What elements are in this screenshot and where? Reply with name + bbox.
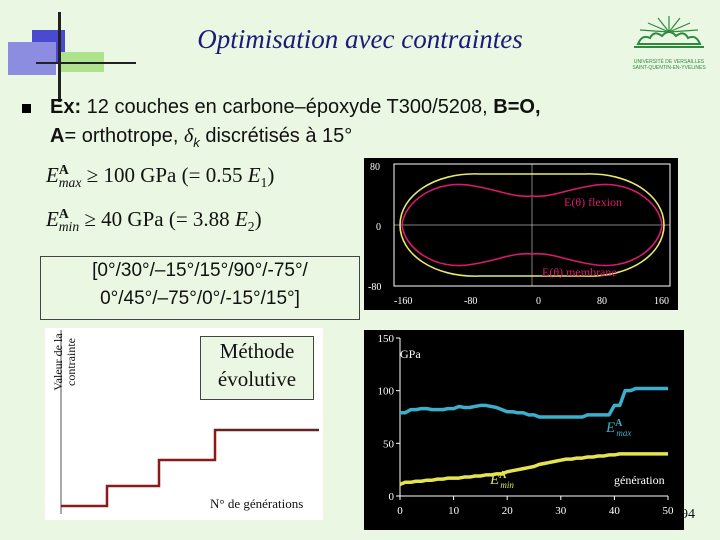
constraint-emax: EAmax ≥ 100 GPa (= 0.55 E1) bbox=[46, 162, 274, 191]
chart-xtick-label: 10 bbox=[448, 505, 460, 517]
polar-xtick-0: 0 bbox=[536, 296, 541, 307]
polar-xtick-160: 160 bbox=[654, 296, 669, 307]
logo-emblem-icon bbox=[634, 16, 704, 48]
panel-ylabel: Valeur de la contrainte bbox=[51, 302, 78, 422]
logo-line2: SAINT-QUENTIN-EN-YVELINES bbox=[632, 65, 706, 71]
a-text: = orthotrope, bbox=[64, 125, 184, 147]
deco-square-violet bbox=[8, 42, 56, 75]
chart-ylabel: GPa bbox=[400, 347, 421, 361]
emin-series-label: EA min bbox=[489, 470, 514, 490]
delta-sub: k bbox=[193, 135, 200, 150]
bullet-marker bbox=[22, 104, 31, 113]
deco-line-horizontal bbox=[36, 62, 136, 64]
emax-e1: E bbox=[247, 163, 261, 187]
chart-xtick-label: 40 bbox=[609, 505, 621, 517]
ex-bo: B=O, bbox=[493, 96, 541, 118]
emax-symbol: E bbox=[46, 163, 59, 187]
chart-xtick-label: 20 bbox=[502, 505, 514, 517]
panel-ylabel-line2: contrainte bbox=[64, 338, 78, 386]
convergence-chart: 0 50 100 150 0 10 20 30 40 50 GPa génération EA ma… bbox=[364, 330, 684, 530]
polar-ytick-m80: -80 bbox=[368, 282, 381, 293]
evolutive-line2: évolutive bbox=[217, 367, 297, 391]
sequence-line2: 0°/45°/–75°/0°/-15°/15°] bbox=[100, 288, 300, 309]
step-line bbox=[61, 428, 319, 508]
emin-close: ) bbox=[254, 207, 262, 231]
chart-xtick-label: 50 bbox=[663, 505, 675, 517]
emin-sub: min bbox=[58, 219, 80, 235]
chart-ytick-label: 0 bbox=[389, 491, 395, 503]
emax-e1-sub: 1 bbox=[260, 175, 268, 191]
example-line1: Ex: 12 couches en carbone–époxyde T300/5… bbox=[50, 96, 541, 119]
emax-sub: max bbox=[58, 175, 82, 191]
flexion-curve bbox=[401, 183, 663, 267]
evolutive-line1: Méthode bbox=[219, 339, 295, 363]
slide-title: Optimisation avec contraintes bbox=[197, 24, 523, 54]
panel-xlabel: N° de générations bbox=[210, 496, 304, 511]
polar-plot-svg: 80 0 -80 -160 -80 0 80 160 E(θ) flexion … bbox=[368, 162, 671, 307]
polar-xtick-m80: -80 bbox=[464, 296, 477, 307]
polar-plot: 80 0 -80 -160 -80 0 80 160 E(θ) flexion … bbox=[364, 158, 678, 310]
polar-xtick-80: 80 bbox=[597, 296, 607, 307]
emin-text: ≥ 40 GPa (= 3.88 bbox=[79, 207, 235, 231]
flexion-label: E(θ) flexion bbox=[564, 195, 622, 209]
page-number: 94 bbox=[681, 507, 695, 522]
membrane-curve bbox=[399, 173, 665, 277]
chart-xtick-label: 30 bbox=[555, 505, 567, 517]
step-diagram bbox=[60, 330, 319, 514]
polar-xtick-m160: -160 bbox=[394, 296, 412, 307]
deco-line-vertical bbox=[58, 12, 61, 102]
chart-xlabel: génération bbox=[614, 473, 665, 487]
series-line-emin bbox=[399, 452, 668, 487]
polar-ytick-80: 80 bbox=[370, 162, 380, 173]
emin-e2: E bbox=[234, 207, 248, 231]
delta-symbol: δ bbox=[183, 125, 194, 147]
emax-series-label: EA max bbox=[605, 418, 631, 438]
emin-symbol: E bbox=[46, 207, 59, 231]
emax-close: ) bbox=[267, 163, 275, 187]
membrane-label: E(θ) membrane bbox=[542, 265, 617, 279]
university-logo: UNIVERSITÉ DE VERSAILLES SAINT-QUENTIN-E… bbox=[628, 14, 710, 71]
example-line2: A= orthotrope, δk discrétisés à 15° bbox=[50, 125, 352, 150]
chart-xtick-label: 0 bbox=[397, 505, 403, 517]
chart-ytick-label: 150 bbox=[378, 333, 395, 345]
emin-sup: A bbox=[58, 206, 69, 221]
delta-text: discrétisés à 15° bbox=[199, 125, 353, 147]
series-line-emax bbox=[400, 386, 668, 419]
chart-ytick-label: 50 bbox=[383, 438, 395, 450]
evolutive-method-box: Méthode évolutive bbox=[200, 336, 314, 400]
emin-e2-sub: 2 bbox=[247, 219, 255, 235]
sequence-line1: [0°/30°/–15°/15°/90°/-75°/ bbox=[92, 260, 308, 281]
logo-line1: UNIVERSITÉ DE VERSAILLES bbox=[633, 59, 705, 65]
constraint-emin: EAmin ≥ 40 GPa (= 3.88 E2) bbox=[46, 206, 262, 235]
stacking-sequence-box: [0°/30°/–15°/15°/90°/-75°/ 0°/45°/–75°/0… bbox=[40, 256, 360, 320]
a-label: A bbox=[50, 125, 65, 147]
chart-ytick-label: 100 bbox=[378, 386, 395, 398]
ex-text: 12 couches en carbone–époxyde T300/5208, bbox=[81, 96, 494, 118]
emax-text: ≥ 100 GPa (= 0.55 bbox=[81, 163, 248, 187]
polar-ytick-0: 0 bbox=[376, 222, 381, 233]
convergence-chart-svg: 0 50 100 150 0 10 20 30 40 50 GPa génération EA ma… bbox=[378, 333, 675, 517]
ex-label: Ex: bbox=[50, 96, 82, 118]
emax-sup: A bbox=[58, 162, 69, 177]
